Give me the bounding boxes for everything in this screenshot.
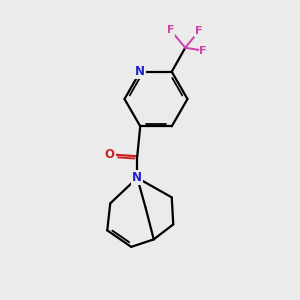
- Text: F: F: [195, 26, 202, 36]
- Text: N: N: [132, 171, 142, 184]
- Text: N: N: [135, 65, 145, 78]
- Text: F: F: [167, 25, 174, 35]
- Text: O: O: [105, 148, 115, 161]
- Text: F: F: [200, 46, 207, 56]
